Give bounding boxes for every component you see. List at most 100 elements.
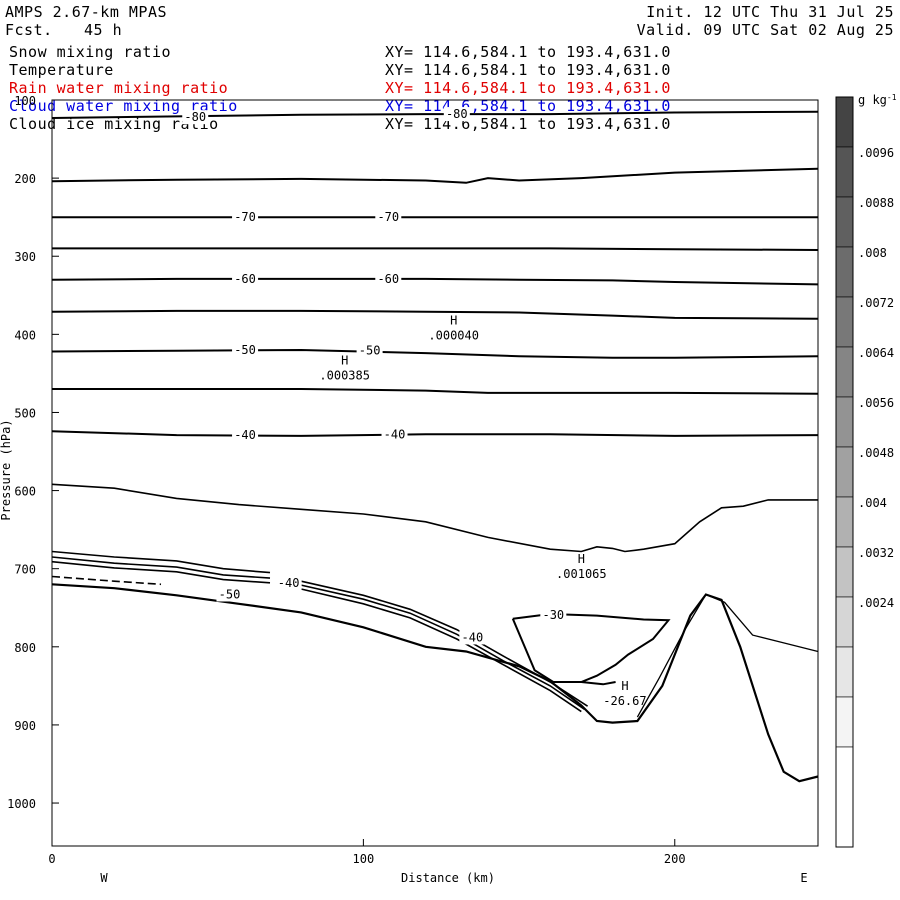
colorbar-swatch — [835, 146, 854, 198]
max-value-label: .001065 — [556, 567, 607, 581]
cloud-ice-contour — [300, 584, 585, 710]
colorbar-unit: g kg-1 — [858, 93, 897, 107]
contour-label: -50 — [359, 344, 381, 358]
colorbar-label: .0056 — [858, 396, 894, 410]
west-label: W — [100, 871, 108, 885]
colorbar: .0096 .0088 .008 .0072 .0064 .0056 .0048 .004 .0… — [835, 96, 894, 848]
max-marker: H — [578, 552, 585, 566]
contour-label: -40 — [384, 427, 406, 441]
init-time: Init. 12 UTC Thu 31 Jul 25 — [646, 3, 894, 21]
y-axis-label: Pressure (hPa) — [0, 419, 13, 520]
model-title: AMPS 2.67-km MPAS — [5, 3, 168, 21]
contour-label: -50 — [219, 587, 241, 601]
colorbar-label: .0072 — [858, 296, 894, 310]
y-tick-label: 100 — [14, 94, 36, 108]
colorbar-swatch — [835, 296, 854, 348]
contour-label-bg — [540, 607, 567, 622]
cloud-ice-contour — [51, 483, 818, 553]
y-tick-label: 700 — [14, 563, 36, 577]
temperature-contour — [52, 247, 819, 251]
field-name: Temperature — [9, 61, 114, 79]
contour-label: -50 — [234, 343, 256, 357]
field-xy-range: XY= 114.6,584.1 to 193.4,631.0 — [385, 43, 671, 61]
forecast-label: Fcst. — [5, 21, 53, 39]
y-tick-label: 500 — [14, 406, 36, 420]
contour-label-bg — [275, 575, 302, 590]
max-marker: H — [621, 679, 628, 693]
contour-label: -40 — [234, 428, 256, 442]
contour-label-bg — [375, 210, 402, 225]
plot-frame — [51, 99, 819, 847]
contour-label-bg — [232, 342, 259, 357]
temperature-contour — [581, 681, 616, 686]
contour-label-bg — [232, 428, 259, 443]
cloud-ice-contour — [51, 560, 271, 584]
y-tick-label: 1000 — [7, 797, 36, 811]
colorbar-label: .0032 — [858, 546, 894, 560]
colorbar-swatch — [835, 496, 854, 548]
contour-label-bg — [216, 587, 243, 602]
y-tick-label: 800 — [14, 641, 36, 655]
x-tick-label: 0 — [48, 852, 55, 866]
contour-label-bg — [232, 210, 259, 225]
cloud-ice-contour — [300, 588, 582, 713]
contour-label-bg — [375, 271, 402, 286]
cloud-water-contour — [636, 593, 819, 718]
contour-label-bg — [381, 427, 408, 442]
field-name: Snow mixing ratio — [9, 43, 172, 61]
max-value-label: .000385 — [319, 368, 370, 382]
axis-layer: 100 200 300 400 500 600 700 800 900 1000 0 100 200 — [7, 94, 686, 866]
colorbar-label: .0048 — [858, 446, 894, 460]
valid-time: Valid. 09 UTC Sat 02 Aug 25 — [636, 21, 894, 39]
contour-label: -70 — [377, 210, 399, 224]
y-tick-label: 300 — [14, 250, 36, 264]
colorbar-swatch — [835, 196, 854, 248]
temperature-contour — [51, 430, 819, 437]
field-xy-range: XY= 114.6,584.1 to 193.4,631.0 — [385, 79, 671, 97]
contour-label: -70 — [234, 210, 256, 224]
rain-contour — [51, 575, 162, 586]
field-name: Rain water mixing ratio — [9, 79, 229, 97]
colorbar-frame — [835, 96, 854, 848]
colorbar-label: .008 — [858, 246, 887, 260]
y-tick-label: 900 — [14, 719, 36, 733]
max-value-label: -26.67 — [603, 694, 646, 708]
contour-label-bg — [356, 343, 383, 358]
colorbar-label: .004 — [858, 496, 887, 510]
contour-label: -80 — [446, 107, 468, 121]
temperature-contour — [52, 388, 819, 395]
colorbar-label: .0064 — [858, 346, 894, 360]
temperature-contour — [51, 309, 819, 320]
colorbar-swatch — [835, 96, 854, 148]
temperature-contour — [51, 277, 819, 286]
temperature-contour — [51, 110, 819, 119]
max-marker: H — [450, 314, 457, 328]
y-tick-label: 200 — [14, 172, 36, 186]
x-axis-label: Distance (km) — [401, 871, 495, 885]
terrain-line — [51, 583, 819, 783]
max-marker: H — [341, 353, 348, 367]
colorbar-label: .0024 — [858, 596, 894, 610]
colorbar-label: .0088 — [858, 196, 894, 210]
cloud-ice-contour — [51, 550, 271, 574]
temperature-contour — [511, 612, 671, 683]
colorbar-swatch — [835, 746, 854, 848]
y-tick-label: 600 — [14, 485, 36, 499]
label-layer: -80 -80 -70 -70 -60 -60 -50 -50 -40 -40 -40 -50 -40 -… — [182, 107, 647, 708]
contour-label: -40 — [462, 630, 484, 644]
contour-label: -40 — [278, 576, 300, 590]
contour-label: -80 — [184, 110, 206, 124]
colorbar-label: .0096 — [858, 146, 894, 160]
colorbar-swatch — [835, 696, 854, 748]
contour-label: -30 — [542, 608, 564, 622]
colorbar-swatch — [835, 396, 854, 448]
colorbar-swatch — [835, 646, 854, 698]
temperature-contour — [51, 167, 819, 184]
contour-label-bg — [182, 110, 209, 125]
contour-label-bg — [443, 107, 470, 122]
contour-label-bg — [459, 630, 486, 645]
colorbar-swatch — [835, 546, 854, 598]
colorbar-swatch — [835, 246, 854, 298]
colorbar-swatch — [835, 446, 854, 498]
